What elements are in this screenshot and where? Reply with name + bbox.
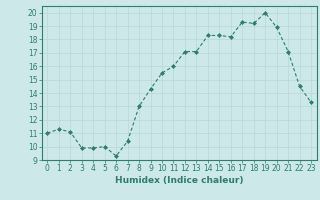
X-axis label: Humidex (Indice chaleur): Humidex (Indice chaleur) <box>115 176 244 185</box>
